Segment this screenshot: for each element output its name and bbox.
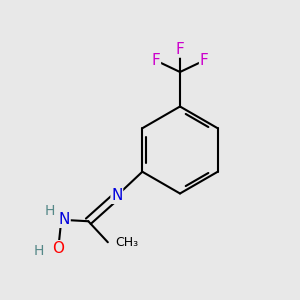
Text: F: F (176, 42, 184, 57)
Text: N: N (58, 212, 70, 227)
Text: H: H (45, 204, 55, 218)
Text: F: F (200, 53, 208, 68)
Text: N: N (111, 188, 122, 203)
Text: CH₃: CH₃ (115, 236, 139, 249)
Text: O: O (52, 241, 64, 256)
Text: F: F (152, 53, 160, 68)
Text: H: H (34, 244, 44, 258)
